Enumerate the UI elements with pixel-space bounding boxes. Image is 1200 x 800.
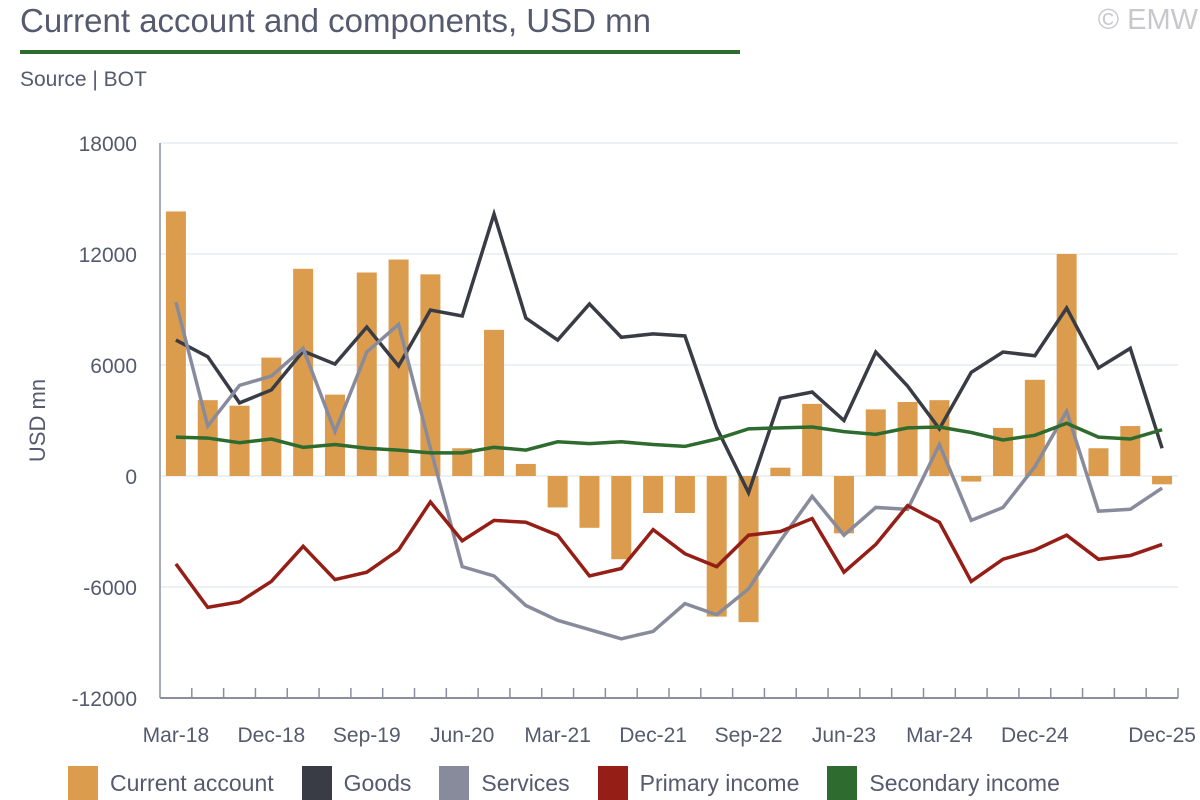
bar-current-account	[261, 357, 282, 476]
bar-current-account	[452, 448, 473, 476]
bar-current-account	[165, 211, 186, 476]
bar-current-account	[897, 402, 918, 476]
chart-title: Current account and components, USD mn	[20, 2, 651, 39]
bar-current-account	[229, 405, 250, 476]
legend-label: Goods	[343, 769, 412, 796]
y-tick-label: 0	[125, 466, 137, 489]
bar-current-account	[770, 467, 791, 476]
line-secondary-income	[175, 421, 1163, 455]
line-goods	[175, 208, 1164, 498]
x-tick-label: Sep-19	[333, 724, 401, 747]
x-tick-label: Dec-25	[1128, 724, 1196, 747]
bar-current-account	[833, 476, 854, 534]
legend-item: Goods	[301, 766, 412, 800]
legend-item: Primary income	[597, 766, 800, 800]
legend-swatch	[301, 766, 332, 800]
bar-current-account	[611, 476, 632, 560]
y-axis-label: USD mn	[25, 379, 50, 462]
y-tick-label: 12000	[79, 244, 137, 267]
legend-swatch	[827, 766, 858, 800]
bar-current-account	[738, 476, 759, 623]
legend-label: Services	[481, 769, 570, 796]
x-tick-label: Sep-22	[715, 724, 783, 747]
x-tick-label: Dec-18	[237, 724, 305, 747]
bar-current-account	[802, 403, 823, 476]
bar-current-account	[484, 329, 505, 476]
legend: Current account Goods Services Primary inco…	[68, 766, 1088, 800]
bar-current-account	[1088, 448, 1109, 476]
bar-current-account	[993, 427, 1014, 476]
source-label: Source | BOT	[20, 68, 147, 91]
bar-current-account	[515, 463, 536, 476]
title-underline	[20, 50, 740, 54]
legend-item: Current account	[68, 766, 274, 800]
line-services	[174, 301, 1164, 641]
bar-current-account	[1056, 254, 1077, 476]
bar-current-account	[706, 476, 727, 617]
legend-label: Current account	[110, 769, 274, 796]
bar-current-account	[1152, 476, 1173, 485]
legend-swatch	[439, 766, 470, 800]
x-tick-label: Dec-24	[1001, 724, 1069, 747]
legend-swatch	[68, 766, 98, 800]
copyright: © EMW	[1097, 4, 1198, 36]
x-tick-label: Jun-23	[812, 724, 876, 747]
x-tick-label: Dec-21	[619, 724, 687, 747]
bar-current-account	[865, 409, 886, 476]
bar-current-account	[547, 476, 568, 508]
y-tick-label: 6000	[90, 355, 137, 378]
x-tick-label: Mar-24	[906, 724, 973, 747]
legend-label: Secondary income	[869, 769, 1060, 796]
bar-current-account	[961, 476, 982, 482]
x-tick-label: Mar-18	[143, 724, 210, 747]
legend-item: Secondary income	[827, 766, 1060, 800]
y-tick-label: 18000	[79, 133, 137, 156]
legend-swatch	[597, 766, 628, 800]
line-primary-income	[174, 498, 1163, 610]
bar-current-account	[293, 268, 314, 476]
x-tick-label: Mar-21	[524, 724, 591, 747]
y-tick-label: -12000	[72, 688, 137, 711]
y-tick-label: -6000	[83, 577, 137, 600]
x-tick-label: Jun-20	[430, 724, 494, 747]
bar-current-account	[643, 476, 664, 513]
bar-current-account	[356, 272, 377, 476]
bar-current-account	[579, 476, 600, 528]
legend-label: Primary income	[639, 769, 800, 796]
bar-current-account	[1024, 379, 1045, 476]
bar-current-account	[1120, 426, 1141, 476]
bar-current-account	[674, 476, 695, 513]
legend-item: Services	[439, 766, 570, 800]
